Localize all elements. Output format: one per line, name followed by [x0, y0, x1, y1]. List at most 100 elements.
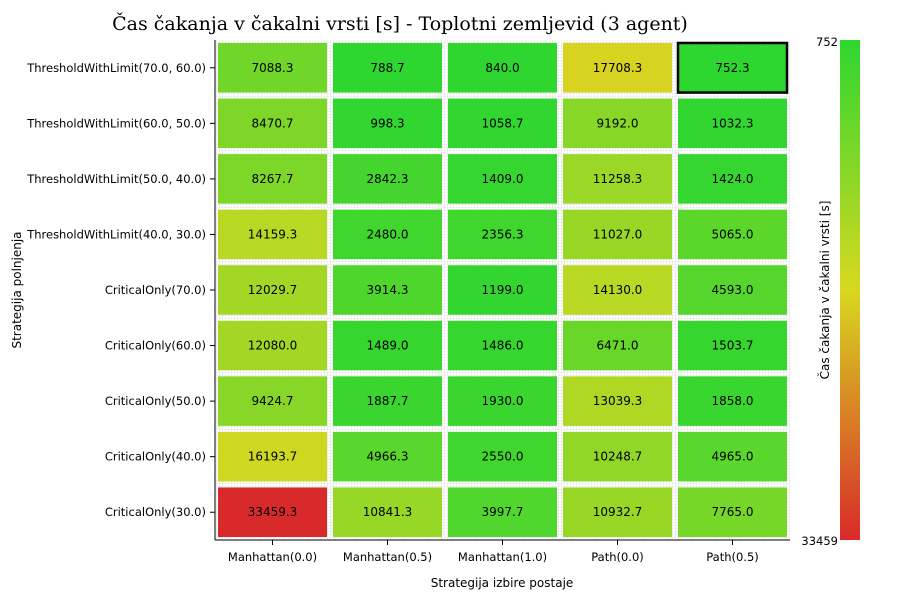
cell-value-label: 16193.7: [248, 450, 298, 464]
y-tick-label: CriticalOnly(70.0): [105, 283, 206, 297]
cell-value-label: 10841.3: [363, 505, 413, 519]
heatmap-cell: [218, 43, 327, 93]
heatmap-cell: [448, 98, 557, 149]
cell-value-label: 1424.0: [712, 172, 754, 186]
heatmap-cell: [678, 98, 787, 149]
colorbar-gradient: [840, 40, 860, 540]
colorbar-max-label: 33459: [801, 534, 838, 548]
heatmap-cell: [563, 154, 672, 204]
colorbar-min-label: 752: [816, 35, 838, 49]
x-axis-ticks: Manhattan(0.0) Manhattan(0.5) Manhattan(1.…: [228, 540, 759, 564]
cell-value-label: 4966.3: [367, 450, 409, 464]
y-tick-label: ThresholdWithLimit(60.0, 50.0): [26, 116, 206, 130]
heatmap-cell: [563, 431, 672, 482]
y-axis-ticks: ThresholdWithLimit(70.0, 60.0) ThresholdW…: [26, 61, 215, 519]
heatmap-cell: [678, 265, 787, 315]
cell-value-label: 1032.3: [712, 116, 754, 130]
cell-value-label: 14159.3: [248, 227, 298, 241]
heatmap-cell: [218, 209, 327, 260]
cell-value-label: 1858.0: [712, 394, 754, 408]
heatmap-cell: [333, 43, 442, 93]
heatmap-cells: [218, 41, 789, 537]
heatmap-cell: [448, 209, 557, 260]
cell-value-label: 1486.0: [482, 339, 524, 353]
cell-value-label: 4965.0: [712, 450, 754, 464]
cell-value-label: 3997.7: [482, 505, 524, 519]
cell-value-label: 3914.3: [367, 283, 409, 297]
cell-value-label: 11027.0: [593, 227, 643, 241]
heatmap-cell: [218, 431, 327, 482]
heatmap-cell: [563, 320, 672, 371]
cell-value-label: 11258.3: [593, 172, 643, 186]
y-tick-label: ThresholdWithLimit(40.0, 30.0): [26, 227, 206, 241]
heatmap-cell: [676, 41, 789, 94]
x-axis-label: Strategija izbire postaje: [431, 576, 574, 590]
y-tick-label: ThresholdWithLimit(70.0, 60.0): [26, 61, 206, 75]
y-tick-label: CriticalOnly(40.0): [105, 450, 206, 464]
cell-value-label: 752.3: [715, 61, 749, 75]
heatmap-cell: [678, 487, 787, 537]
cell-value-label: 7765.0: [712, 505, 754, 519]
heatmap-cell: [218, 487, 327, 537]
y-axis-label: Strategija polnjenja: [10, 231, 24, 348]
heatmap-value-labels: 7088.3 788.7 840.0 17708.3 752.3 8470.7 998.3 1…: [248, 61, 754, 519]
heatmap-cell: [563, 43, 672, 93]
heatmap-cell: [333, 98, 442, 149]
y-tick-label: ThresholdWithLimit(50.0, 40.0): [26, 172, 206, 186]
x-tick-label: Path(0.5): [706, 550, 759, 564]
heatmap-cell: [448, 320, 557, 371]
x-tick-label: Path(0.0): [591, 550, 644, 564]
cell-value-label: 12029.7: [248, 283, 298, 297]
y-tick-label: CriticalOnly(50.0): [105, 394, 206, 408]
cell-value-label: 10248.7: [593, 450, 643, 464]
cell-value-label: 1887.7: [367, 394, 409, 408]
cell-value-label: 998.3: [370, 116, 404, 130]
cell-value-label: 8267.7: [252, 172, 294, 186]
heatmap-cell: [218, 98, 327, 149]
cell-value-label: 12080.0: [248, 339, 298, 353]
heatmap-cell: [333, 154, 442, 204]
heatmap-cell: [333, 265, 442, 315]
cell-value-label: 1199.0: [482, 283, 524, 297]
cell-value-label: 2550.0: [482, 450, 524, 464]
heatmap-cell: [678, 154, 787, 204]
heatmap-cell: [448, 431, 557, 482]
y-tick-label: CriticalOnly(30.0): [105, 505, 206, 519]
heatmap-cell: [678, 431, 787, 482]
heatmap-cell: [218, 320, 327, 371]
heatmap-cell: [678, 376, 787, 426]
heatmap-cell: [333, 209, 442, 260]
heatmap-cell: [448, 487, 557, 537]
cell-value-label: 1930.0: [482, 394, 524, 408]
cell-value-label: 2480.0: [367, 227, 409, 241]
heatmap-cell: [218, 154, 327, 204]
heatmap-cell: [448, 154, 557, 204]
cell-value-label: 1503.7: [712, 339, 754, 353]
heatmap-cell: [563, 487, 672, 537]
cell-value-label: 2842.3: [367, 172, 409, 186]
cell-value-label: 13039.3: [593, 394, 643, 408]
heatmap-cell: [563, 376, 672, 426]
cell-value-label: 8470.7: [252, 116, 294, 130]
heatmap-cell: [218, 265, 327, 315]
chart-title: Čas čakanja v čakalni vrsti [s] - Toplot…: [112, 12, 688, 35]
cell-value-label: 788.7: [370, 61, 404, 75]
cell-value-label: 6471.0: [597, 339, 639, 353]
heatmap-cell: [448, 265, 557, 315]
heatmap-cell: [218, 376, 327, 426]
heatmap-cell: [563, 98, 672, 149]
heatmap-cell: [448, 376, 557, 426]
cell-value-label: 2356.3: [482, 227, 524, 241]
cell-value-label: 9424.7: [252, 394, 294, 408]
heatmap-cell: [333, 431, 442, 482]
heatmap-cell: [678, 209, 787, 260]
heatmap-cell: [563, 265, 672, 315]
x-tick-label: Manhattan(0.0): [228, 550, 317, 564]
colorbar-label: Čas čakanja v čakalni vrsti [s]: [817, 201, 832, 380]
heatmap-cell: [333, 487, 442, 537]
cell-value-label: 10932.7: [593, 505, 643, 519]
x-tick-label: Manhattan(0.5): [343, 550, 432, 564]
heatmap-cell: [333, 320, 442, 371]
cell-value-label: 14130.0: [593, 283, 643, 297]
